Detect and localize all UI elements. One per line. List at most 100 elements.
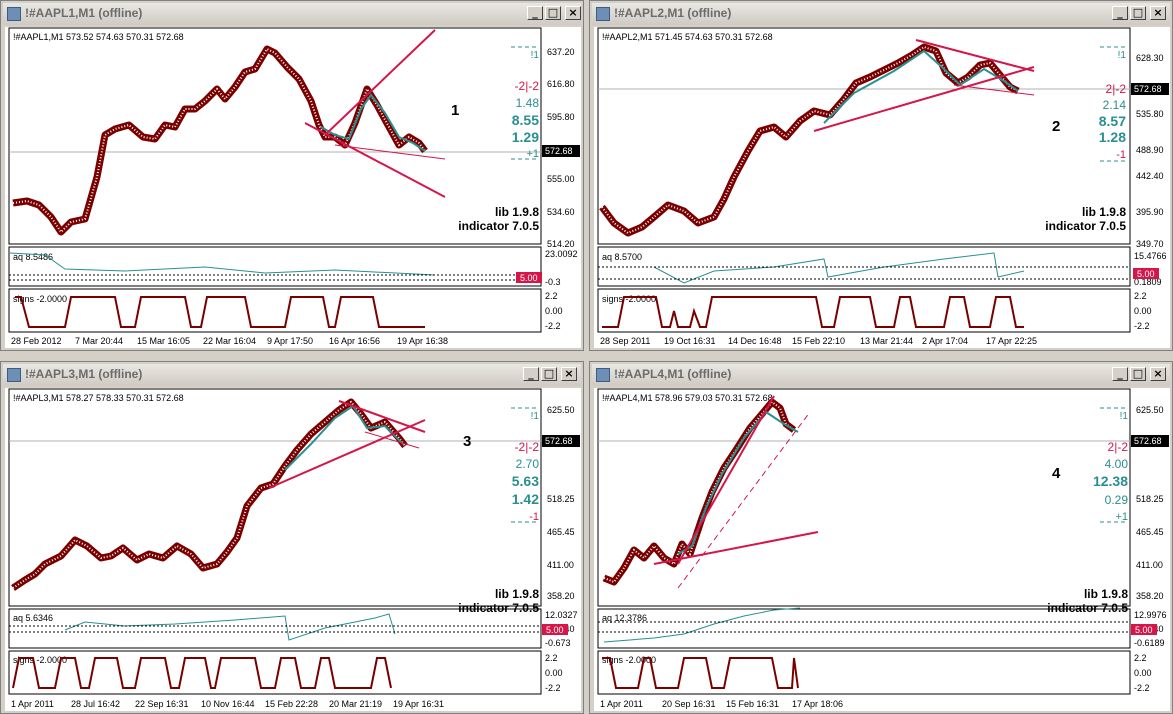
svg-text:616.80: 616.80: [547, 79, 575, 89]
signs-scale: 2.2 0.00 -2.2: [545, 653, 563, 693]
svg-text:0.00: 0.00: [545, 668, 563, 678]
svg-text:15 Mar 16:05: 15 Mar 16:05: [137, 336, 190, 346]
svg-text:lib 1.9.8: lib 1.9.8: [495, 205, 539, 219]
svg-text:2.70: 2.70: [516, 457, 540, 471]
svg-text:28 Sep 2011: 28 Sep 2011: [600, 336, 650, 346]
svg-text:442.40: 442.40: [1136, 171, 1164, 181]
svg-text:19 Apr 16:31: 19 Apr 16:31: [393, 699, 444, 709]
svg-text:-2.2: -2.2: [545, 321, 561, 331]
signs-indicator-label: signs -2.0000: [13, 294, 67, 304]
svg-text:15 Feb 22:28: 15 Feb 22:28: [265, 699, 318, 709]
maximize-button[interactable]: □: [545, 6, 561, 20]
current-price-value: 572.68: [1134, 84, 1162, 94]
chart-window-1[interactable]: !#AAPL1,M1 (offline) _ □ × !#AAPL1,M1 57…: [0, 0, 584, 351]
svg-text:411.00: 411.00: [1136, 560, 1163, 570]
svg-text:535.80: 535.80: [1136, 109, 1164, 119]
current-price-value: 572.68: [545, 146, 573, 156]
svg-text:15 Feb 22:10: 15 Feb 22:10: [792, 336, 845, 346]
minimize-button[interactable]: _: [527, 6, 543, 20]
aq-indicator-label: aq 8.5700: [602, 252, 642, 262]
svg-text:lib 1.9.8: lib 1.9.8: [1082, 205, 1126, 219]
chart-area[interactable]: !#AAPL1,M1 573.52 574.63 570.31 572.68 1…: [5, 27, 581, 348]
aq-marker: [1131, 624, 1157, 635]
svg-text:17 Apr 18:06: 17 Apr 18:06: [792, 699, 843, 709]
maximize-button[interactable]: □: [541, 367, 557, 381]
signs-indicator-label: signs -2.0000: [13, 655, 67, 665]
title-bar[interactable]: !#AAPL3,M1 (offline) _ □ ×: [3, 364, 581, 386]
minimize-button[interactable]: _: [1112, 6, 1128, 20]
svg-text:8.57: 8.57: [1099, 113, 1126, 129]
aq-marker-value: 5.00: [546, 625, 564, 635]
svg-text:514.20: 514.20: [547, 239, 575, 249]
svg-text:0.29: 0.29: [1105, 493, 1129, 507]
svg-text:625.50: 625.50: [1136, 405, 1164, 415]
svg-text:488.90: 488.90: [1136, 145, 1164, 155]
chart-window-2[interactable]: !#AAPL2,M1 (offline) _ □ × !#AAPL2,M1 57…: [589, 0, 1173, 351]
window-title: !#AAPL1,M1 (offline): [25, 6, 143, 20]
svg-text:2.2: 2.2: [545, 653, 558, 663]
price-candles: [12, 45, 428, 236]
close-button[interactable]: ×: [565, 6, 581, 20]
minimize-button[interactable]: _: [1112, 367, 1128, 381]
aq-indicator-label: aq 12.3786: [602, 613, 647, 623]
svg-text:17 Apr 22:25: 17 Apr 22:25: [986, 336, 1037, 346]
svg-text:2|-2: 2|-2: [1106, 82, 1127, 96]
signs-scale: 2.2 0.00 -2.2: [545, 291, 563, 331]
svg-text:-2|-2: -2|-2: [515, 79, 540, 93]
svg-text:1 Apr 2011: 1 Apr 2011: [600, 699, 643, 709]
svg-text:19 Oct 16:31: 19 Oct 16:31: [664, 336, 716, 346]
svg-text:-2.2: -2.2: [1134, 683, 1150, 693]
aq-marker: [516, 272, 542, 283]
svg-text:-1: -1: [529, 511, 539, 523]
chart-header: !#AAPL1,M1 573.52 574.63 570.31 572.68: [13, 32, 184, 42]
chart-number-label: 2: [1052, 118, 1060, 135]
svg-text:4.00: 4.00: [1105, 457, 1129, 471]
minimize-button[interactable]: _: [523, 367, 539, 381]
stats-panel: !1 2|-2 4.00 12.38 0.29 +1 lib 1.9.8 ind…: [1047, 411, 1128, 615]
chart-window-icon: [596, 368, 610, 382]
aq-marker-value: 5.00: [1135, 625, 1153, 635]
svg-text:0.00: 0.00: [1134, 668, 1152, 678]
window-title: !#AAPL4,M1 (offline): [614, 367, 732, 381]
aq-scale: 15.4766 0.1809: [1134, 251, 1167, 287]
svg-text:358.20: 358.20: [547, 591, 575, 601]
date-axis: 28 Feb 2012 7 Mar 20:44 15 Mar 16:05 22 …: [11, 336, 448, 346]
svg-text:19 Apr 16:38: 19 Apr 16:38: [397, 336, 448, 346]
chart-window-4[interactable]: !#AAPL4,M1 (offline) _ □ × !#AAPL4,M1 57…: [589, 361, 1173, 714]
aq-indicator-label: aq 8.5486: [13, 252, 53, 262]
aq-scale: 12.0327 -0.673: [545, 610, 578, 648]
chart-window-3[interactable]: !#AAPL3,M1 (offline) _ □ × !#AAPL3,M1 57…: [0, 361, 584, 714]
close-button[interactable]: ×: [1150, 6, 1166, 20]
price-scale: 637.20 616.80 595.80 555.00 534.60 514.2…: [547, 47, 575, 249]
svg-text:1 Apr 2011: 1 Apr 2011: [11, 699, 54, 709]
svg-text:-1: -1: [1116, 149, 1126, 161]
chart-area[interactable]: !#AAPL2,M1 571.45 574.63 570.31 572.68 2…: [594, 27, 1170, 348]
chart-number-label: 3: [463, 433, 471, 450]
svg-text:23.0092: 23.0092: [545, 249, 578, 259]
stats-panel: !1 -2|-2 1.48 8.55 1.29 +1 lib 1.9.8 ind…: [458, 50, 539, 233]
svg-text:637.20: 637.20: [547, 47, 575, 57]
current-price-value: 572.68: [545, 436, 573, 446]
chart-area[interactable]: !#AAPL3,M1 578.27 578.33 570.31 572.68 3…: [5, 388, 581, 711]
svg-text:lib 1.9.8: lib 1.9.8: [495, 587, 539, 601]
svg-text:0.00: 0.00: [545, 306, 563, 316]
close-button[interactable]: ×: [1150, 367, 1166, 381]
aq-indicator-label: aq 5.6346: [13, 613, 53, 623]
maximize-button[interactable]: □: [1130, 6, 1146, 20]
title-bar[interactable]: !#AAPL1,M1 (offline) _ □ ×: [3, 3, 581, 25]
chart-header: !#AAPL4,M1 578.96 579.03 570.31 572.68: [602, 393, 773, 403]
title-bar[interactable]: !#AAPL2,M1 (offline) _ □ ×: [592, 3, 1170, 25]
svg-text:2.14: 2.14: [1103, 98, 1127, 112]
signs-indicator-label: signs -2.0000: [602, 655, 656, 665]
svg-text:0.00: 0.00: [1134, 306, 1152, 316]
title-bar[interactable]: !#AAPL4,M1 (offline) _ □ ×: [592, 364, 1170, 386]
price-scale: 628.30 535.80 488.90 442.40 395.90 349.7…: [1136, 53, 1164, 249]
chart-area[interactable]: !#AAPL4,M1 578.96 579.03 570.31 572.68 4…: [594, 388, 1170, 711]
svg-text:1.29: 1.29: [512, 129, 539, 145]
svg-text:0.1809: 0.1809: [1134, 277, 1162, 287]
current-price-marker: [1131, 83, 1169, 95]
close-button[interactable]: ×: [561, 367, 577, 381]
maximize-button[interactable]: □: [1130, 367, 1146, 381]
svg-text:2.2: 2.2: [1134, 653, 1147, 663]
svg-text:22 Mar 16:04: 22 Mar 16:04: [203, 336, 256, 346]
